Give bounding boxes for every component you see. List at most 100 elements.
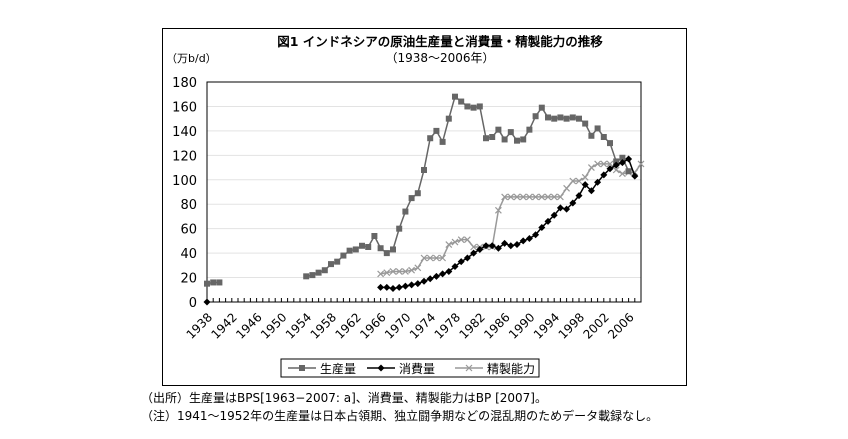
square-marker: [476, 103, 483, 110]
square-marker: [445, 115, 452, 122]
footnote: （注）1941～1952年の生産量は日本占領期、独立闘争期などの混乱期のためデー…: [141, 409, 659, 423]
y-tick-label: 20: [180, 272, 197, 287]
diamond-marker: [408, 281, 416, 289]
y-tick-label: 80: [180, 198, 197, 213]
square-marker: [439, 138, 446, 145]
diamond-marker: [482, 242, 490, 250]
x-marker: [525, 193, 533, 201]
square-marker: [563, 115, 570, 122]
x-marker: [494, 206, 502, 214]
square-marker: [402, 208, 409, 215]
square-marker: [334, 258, 341, 265]
square-marker: [470, 104, 477, 111]
x-marker: [563, 184, 571, 192]
square-marker: [532, 113, 539, 120]
square-marker: [352, 246, 359, 253]
y-tick-label: 160: [172, 100, 197, 115]
square-marker: [588, 132, 595, 139]
diamond-marker: [550, 211, 558, 219]
x-tick-label: 1958: [308, 310, 339, 341]
x-marker: [575, 177, 583, 185]
x-marker: [420, 254, 428, 262]
x-marker: [465, 364, 473, 372]
source-note: （出所）生産量はBPS[1963−2007: a]、消費量、精製能力はBP [2…: [141, 391, 547, 405]
x-tick-label: 1994: [531, 310, 562, 341]
diamond-marker: [501, 239, 509, 247]
x-marker: [451, 238, 459, 246]
diamond-marker: [625, 155, 633, 163]
y-tick-label: 140: [172, 125, 197, 140]
diamond-marker: [513, 241, 521, 249]
x-marker: [463, 236, 471, 244]
x-marker: [401, 268, 409, 275]
square-marker: [371, 233, 378, 239]
square-marker: [526, 126, 533, 133]
square-marker: [520, 136, 527, 143]
diamond-marker: [426, 275, 434, 283]
square-marker: [210, 279, 217, 286]
x-marker: [439, 254, 447, 262]
x-marker: [594, 160, 602, 168]
square-marker: [569, 114, 576, 121]
x-tick-label: 1942: [208, 310, 239, 341]
x-marker: [550, 193, 558, 201]
y-tick-label: 100: [172, 174, 197, 189]
square-marker: [464, 103, 471, 110]
x-marker: [377, 270, 385, 278]
diamond-marker: [463, 254, 471, 262]
square-marker: [495, 126, 502, 133]
square-marker: [613, 158, 620, 165]
x-marker: [445, 241, 453, 248]
square-marker: [538, 104, 545, 111]
diamond-marker: [587, 187, 595, 195]
diamond-marker: [451, 263, 459, 271]
square-marker: [408, 195, 415, 202]
y-tick-label: 120: [172, 149, 197, 164]
square-marker: [607, 140, 613, 147]
diamond-marker: [612, 161, 620, 169]
square-marker: [414, 190, 421, 197]
diamond-marker: [488, 242, 496, 250]
square-marker: [545, 114, 551, 121]
square-marker: [377, 245, 384, 252]
square-marker: [458, 98, 465, 105]
legend-label: 精製能力: [487, 362, 535, 376]
square-marker: [427, 135, 434, 142]
x-marker: [507, 193, 515, 201]
diamond-marker: [600, 171, 608, 179]
diamond-marker: [420, 277, 428, 285]
y-tick-label: 180: [172, 76, 197, 91]
diamond-marker: [476, 245, 484, 253]
square-marker: [582, 120, 589, 127]
chart-title: 図1 インドネシアの原油生産量と消費量・精製能力の推移: [277, 34, 603, 49]
square-marker: [594, 125, 601, 132]
diamond-marker: [532, 231, 540, 239]
diamond-marker: [606, 165, 614, 173]
square-marker: [421, 167, 427, 173]
diamond-marker: [383, 283, 391, 291]
square-marker: [489, 134, 496, 140]
diamond-marker: [457, 258, 465, 266]
x-marker: [532, 193, 540, 201]
square-marker: [303, 273, 310, 280]
square-marker: [315, 269, 322, 276]
square-marker: [309, 272, 316, 279]
diamond-marker: [563, 205, 571, 213]
x-marker: [519, 193, 527, 201]
x-marker: [581, 173, 589, 181]
y-tick-label: 0: [189, 296, 197, 311]
legend-label: 消費量: [399, 361, 435, 376]
x-marker: [513, 193, 521, 201]
diamond-marker: [445, 267, 453, 275]
diamond-marker: [414, 280, 422, 288]
x-marker: [383, 269, 391, 277]
x-marker: [556, 193, 564, 201]
y-tick-label: 60: [180, 223, 197, 238]
diamond-marker: [432, 272, 440, 280]
x-marker: [600, 160, 608, 168]
square-marker: [483, 135, 489, 142]
square-marker: [507, 129, 514, 136]
square-marker: [216, 279, 223, 286]
x-tick-label: 2002: [580, 310, 611, 341]
x-tick-label: 1950: [258, 310, 289, 341]
